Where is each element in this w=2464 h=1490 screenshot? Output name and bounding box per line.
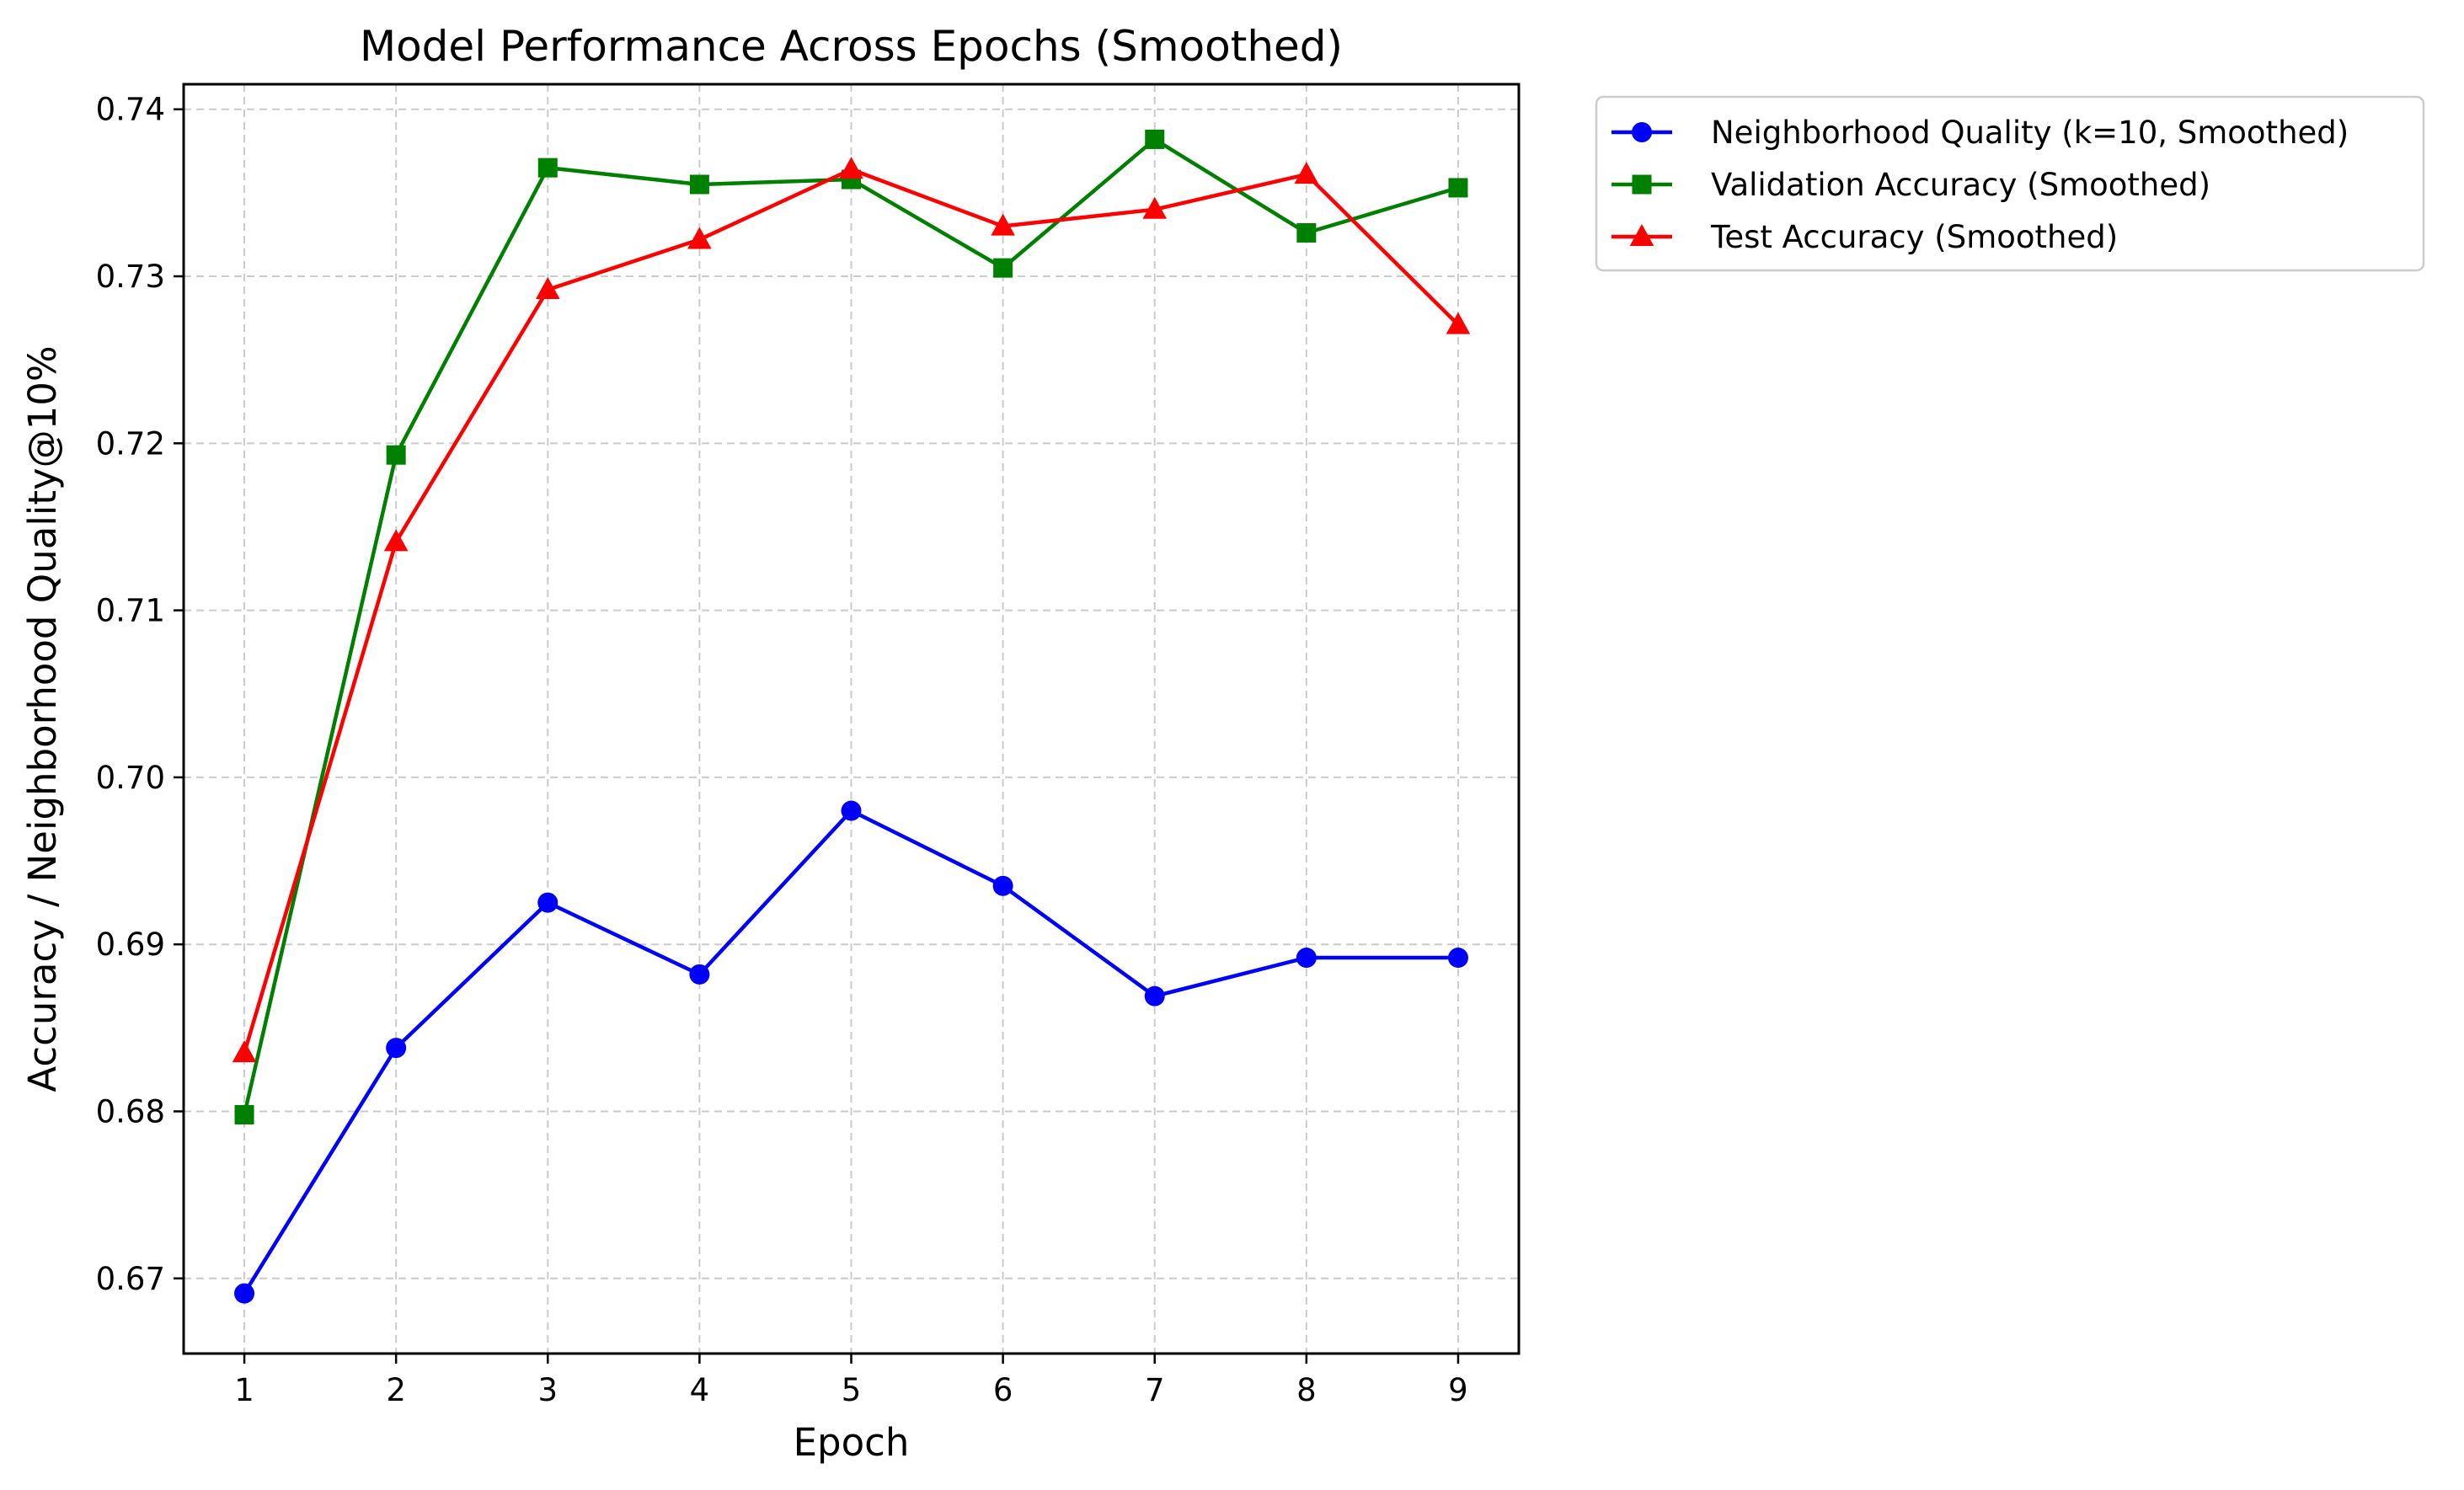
data-point [839,157,863,179]
y-tick-label: 0.74 [96,92,165,128]
x-tick-label: 2 [386,1372,406,1408]
x-tick-label: 4 [690,1372,710,1408]
data-point [232,1040,257,1063]
data-point [1145,129,1165,149]
legend-marker [1629,224,1654,247]
legend-item: Validation Accuracy (Smoothed) [1611,167,2210,203]
legend-label: Test Accuracy (Smoothed) [1710,219,2118,255]
chart-title: Model Performance Across Epochs (Smoothe… [360,22,1343,71]
legend: Neighborhood Quality (k=10, Smoothed) Val… [1595,95,2425,272]
legend-label: Neighborhood Quality (k=10, Smoothed) [1711,115,2349,151]
legend-item: Neighborhood Quality (k=10, Smoothed) [1611,115,2349,151]
data-point [383,529,409,552]
x-tick-label: 1 [234,1372,254,1408]
data-point [1448,178,1468,198]
data-point [1446,312,1471,334]
legend-box [1595,95,2425,272]
data-point [992,875,1013,896]
data-point [535,276,560,299]
data-point [993,258,1013,278]
data-point [1294,162,1319,184]
data-point [689,174,709,195]
data-point [537,158,558,178]
y-tick-label: 0.73 [96,259,165,295]
y-tick-label: 0.72 [96,425,165,462]
data-point [234,1104,254,1124]
x-tick-label: 6 [993,1372,1013,1408]
data-point [234,1283,255,1304]
plot-series [232,129,1471,1304]
series-3 [232,157,1471,1063]
x-tick-label: 3 [537,1372,558,1408]
x-tick-label: 8 [1296,1372,1317,1408]
legend-item: Test Accuracy (Smoothed) [1611,219,2118,255]
axis-ticks: 1 2 3 4 5 6 7 8 9 0.67 0.68 0.69 0.70 0.71 0.72 0.73 0.7… [96,92,1468,1408]
x-tick-label: 5 [842,1372,862,1408]
series-1 [234,800,1468,1304]
legend-marker [1632,122,1652,142]
data-point [1144,985,1165,1007]
y-tick-label: 0.67 [96,1261,165,1297]
y-tick-label: 0.69 [96,927,165,963]
data-point [841,800,862,821]
data-point [537,892,559,913]
x-tick-label: 7 [1145,1372,1165,1408]
y-tick-label: 0.71 [96,593,165,629]
y-tick-label: 0.68 [96,1093,165,1130]
data-point [1296,222,1317,243]
data-point [386,445,406,465]
data-point [1142,196,1168,219]
x-axis-label: Epoch [794,1420,910,1465]
data-point [1447,948,1468,969]
data-point [1296,948,1317,969]
x-tick-label: 9 [1448,1372,1468,1408]
grid-lines [184,84,1519,1354]
y-tick-label: 0.70 [96,760,165,796]
legend-label: Validation Accuracy (Smoothed) [1711,167,2210,203]
legend-marker [1632,174,1652,195]
data-point [687,227,712,249]
data-point [689,964,710,985]
series-2 [234,129,1468,1124]
y-axis-label: Accuracy / Neighborhood Quality@10% [20,345,65,1092]
data-point [386,1038,407,1059]
data-point [991,213,1015,236]
